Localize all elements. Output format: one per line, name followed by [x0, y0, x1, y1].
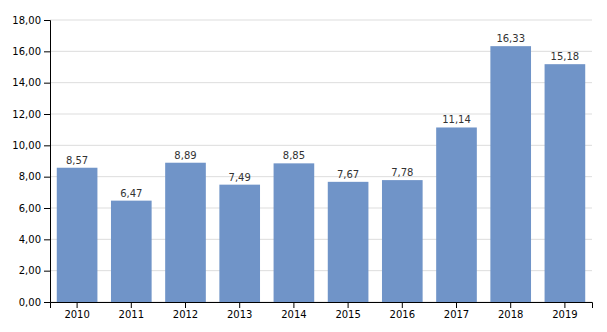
- tick-mark: [44, 271, 50, 272]
- tick-mark: [348, 302, 349, 308]
- tick-label: 2016: [390, 309, 415, 320]
- tick-label: 2014: [281, 309, 306, 320]
- tick: 2016: [390, 302, 415, 320]
- tick-mark: [44, 177, 50, 178]
- tick-mark: [44, 208, 50, 209]
- tick-label: 2012: [173, 309, 198, 320]
- tick-mark: [239, 302, 240, 308]
- tick-mark: [44, 302, 50, 303]
- axis-line: [44, 21, 51, 303]
- grid: [50, 20, 592, 302]
- data-label: 8,57: [66, 155, 88, 166]
- tick: 2015: [335, 302, 360, 320]
- data-label: 8,85: [283, 150, 305, 161]
- data-label: 16,33: [496, 33, 525, 44]
- bar: [382, 180, 423, 302]
- bar: [545, 64, 586, 302]
- bar: [490, 46, 531, 302]
- tick-label: 2013: [227, 309, 252, 320]
- tick-label: 2010: [64, 309, 89, 320]
- tick-label: 2015: [335, 309, 360, 320]
- bar: [111, 201, 152, 302]
- tick-mark: [510, 302, 511, 308]
- bar: [165, 163, 206, 302]
- tick-mark: [44, 239, 50, 240]
- tick-mark: [44, 114, 50, 115]
- data-label: 8,89: [174, 150, 196, 161]
- axis-line: [51, 303, 593, 309]
- tick-mark: [44, 145, 50, 146]
- tick-mark: [293, 302, 294, 308]
- tick: 2018: [498, 302, 523, 320]
- tick: 12,00: [12, 109, 50, 120]
- tick-label: 2,00: [19, 265, 41, 276]
- data-label: 7,67: [337, 169, 359, 180]
- data-label: 6,47: [120, 188, 142, 199]
- plot: 2010 2011 2012 2013 2014 2015 2016 2017 2018 2019…: [12, 15, 592, 320]
- tick: 2014: [281, 302, 306, 320]
- tick: 2011: [119, 302, 144, 320]
- tick-label: 2018: [498, 309, 523, 320]
- tick: 2017: [444, 302, 469, 320]
- tick-mark: [456, 302, 457, 308]
- data-label: 7,49: [229, 172, 251, 183]
- tick: 2019: [552, 302, 577, 320]
- tick: 6,00: [19, 203, 50, 214]
- tick-label: 18,00: [12, 15, 41, 26]
- tick-mark: [44, 20, 50, 21]
- bar: [328, 182, 369, 302]
- tick-mark: [402, 302, 403, 308]
- tick-mark: [131, 302, 132, 308]
- tick: 2012: [173, 302, 198, 320]
- tick: 16,00: [12, 46, 50, 57]
- tick-label: 12,00: [12, 109, 41, 120]
- grid-line: [50, 20, 592, 21]
- data-label: 15,18: [551, 51, 580, 62]
- tick: 10,00: [12, 140, 50, 151]
- tick-label: 14,00: [12, 77, 41, 88]
- data-label: 7,78: [391, 167, 413, 178]
- tick-label: 0,00: [19, 297, 41, 308]
- tick-mark: [44, 51, 50, 52]
- tick-label: 6,00: [19, 203, 41, 214]
- tick-label: 2011: [119, 309, 144, 320]
- tick-label: 10,00: [12, 140, 41, 151]
- tick: 18,00: [12, 15, 50, 26]
- data-label: 11,14: [442, 114, 471, 125]
- bar: [436, 127, 477, 302]
- bar: [219, 185, 260, 302]
- bar: [274, 163, 315, 302]
- bars: [57, 46, 585, 302]
- tick: 14,00: [12, 77, 50, 88]
- tick: 2,00: [19, 265, 50, 276]
- tick-label: 16,00: [12, 46, 41, 57]
- tick-mark: [44, 83, 50, 84]
- y-axis: 0,00 2,00 4,00 6,00 8,00 10,00 12,00 14,00 16,00…: [12, 15, 50, 308]
- chart: 2010 2011 2012 2013 2014 2015 2016 2017 2018 2019…: [0, 0, 607, 332]
- tick-mark: [564, 302, 565, 308]
- tick-label: 4,00: [19, 234, 41, 245]
- tick: 2010: [64, 302, 89, 320]
- tick-mark: [77, 302, 78, 308]
- tick: 4,00: [19, 234, 50, 245]
- tick: 2013: [227, 302, 252, 320]
- tick-label: 8,00: [19, 171, 41, 182]
- x-axis: 2010 2011 2012 2013 2014 2015 2016 2017 2018 2019: [51, 302, 593, 320]
- tick-label: 2017: [444, 309, 469, 320]
- tick: 0,00: [19, 297, 50, 308]
- tick: 8,00: [19, 171, 50, 182]
- tick-mark: [185, 302, 186, 308]
- bar: [57, 168, 98, 302]
- data-labels: 8,57 6,47 8,89 7,49 8,85 7,67 7,78 11,14 16,33 15…: [66, 33, 579, 198]
- tick-label: 2019: [552, 309, 577, 320]
